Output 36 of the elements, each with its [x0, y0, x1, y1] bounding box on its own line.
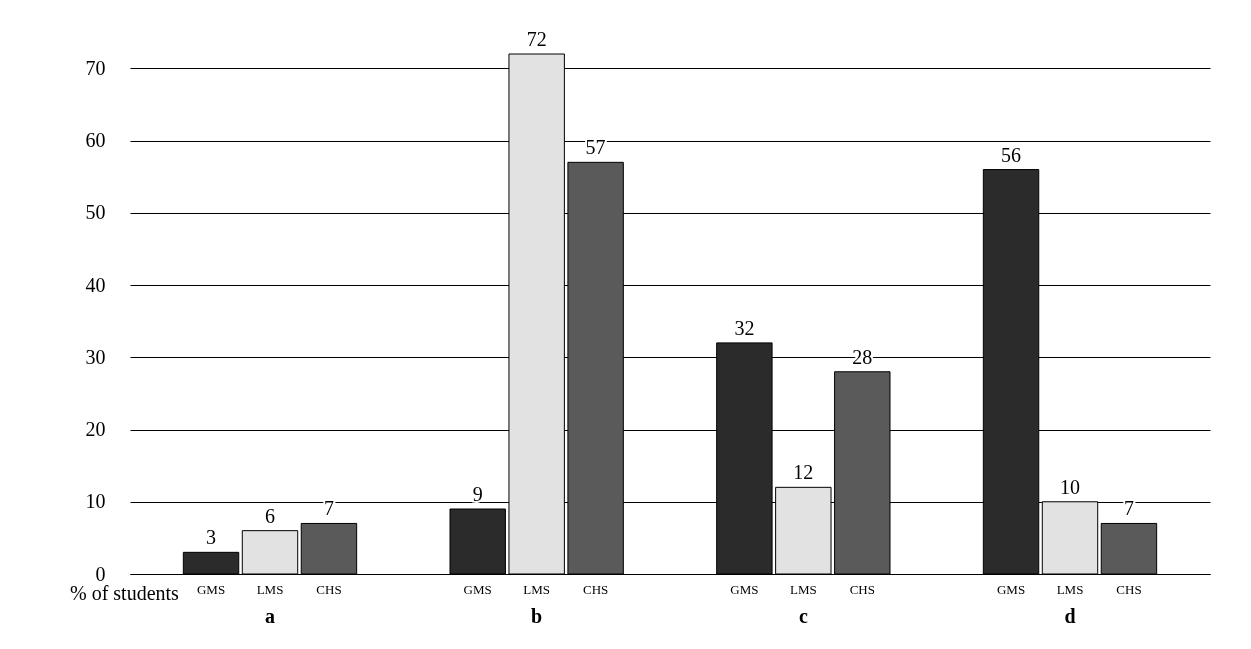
text: LMS — [523, 582, 551, 597]
y-tick-label: 30 — [85, 345, 106, 368]
data-label: 72 — [526, 28, 547, 50]
text: CHS — [1116, 582, 1142, 597]
y-axis-title: % of students — [70, 582, 180, 604]
data-label: 32 — [734, 316, 755, 339]
y-tick-label: 20 — [85, 418, 106, 441]
data-label: 10 — [1060, 475, 1080, 498]
y-tick-label: 40 — [85, 273, 106, 296]
y-tick-label: 70 — [85, 56, 106, 79]
series-label: GMS — [196, 582, 226, 597]
text: CHS — [582, 582, 609, 597]
text: CHS — [849, 582, 875, 597]
data-label: 7 — [323, 497, 334, 520]
data-label: 3 — [206, 526, 217, 549]
y-tick-label: 0 — [95, 562, 106, 585]
series-label: CHS — [316, 582, 342, 597]
text: GMS — [996, 582, 1026, 597]
x-tick-label: b — [531, 604, 543, 627]
data-label: 9 — [472, 483, 483, 505]
data-label: 12 — [793, 461, 814, 484]
y-tick-label: 60 — [85, 129, 106, 152]
y-tick-label: 10 — [85, 490, 106, 513]
data-label: 56 — [1001, 143, 1022, 166]
x-tick-label: c — [798, 604, 808, 627]
data-label: 57 — [585, 136, 606, 159]
y-tick-label: 50 — [85, 201, 106, 224]
data-label: 7 — [1123, 497, 1134, 520]
text: LMS — [789, 582, 817, 597]
data-label: 6 — [265, 504, 275, 527]
series-label: LMS — [256, 582, 284, 597]
text: GMS — [463, 582, 492, 597]
x-tick-label: d — [1064, 604, 1076, 627]
text: LMS — [1056, 582, 1084, 597]
x-tick-label: a — [265, 604, 275, 627]
text: GMS — [730, 582, 759, 597]
